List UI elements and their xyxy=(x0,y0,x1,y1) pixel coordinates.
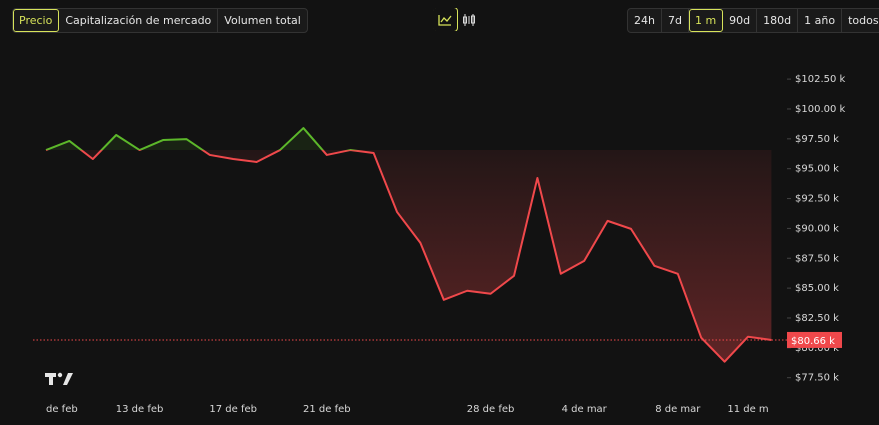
area-up xyxy=(46,128,323,151)
tv-logo xyxy=(45,372,73,385)
x-tick-label: 11 de m xyxy=(727,404,768,415)
last-price-label: $80.66 k xyxy=(791,336,835,347)
range[interactable]: 1 año xyxy=(798,9,843,32)
range[interactable]: 180d xyxy=(757,9,799,32)
chart-type-group xyxy=(433,8,481,31)
y-tick-label: $100.00 k xyxy=(795,104,846,115)
x-tick-label: 13 de feb xyxy=(116,404,164,415)
range[interactable]: 24h xyxy=(628,9,662,32)
area-down xyxy=(46,150,772,362)
x-tick-label: 4 de mar xyxy=(562,404,608,415)
line-icon[interactable] xyxy=(433,8,458,31)
range[interactable]: 1 m xyxy=(688,9,724,32)
range[interactable]: todos xyxy=(848,14,879,27)
y-tick-label: $95.00 k xyxy=(795,164,839,175)
x-tick-label: 28 de feb xyxy=(467,404,515,415)
y-tick-label: $97.50 k xyxy=(795,134,839,145)
y-tick-label: $85.00 k xyxy=(795,283,839,294)
y-tick-label: $90.00 k xyxy=(795,223,839,234)
x-tick-label: 17 de feb xyxy=(209,404,257,415)
y-tick-label: $92.50 k xyxy=(795,194,839,205)
y-tick-label: $87.50 k xyxy=(795,253,839,264)
x-tick-label: 8 de mar xyxy=(655,404,701,415)
tab-group: Precio Capitalización de mercado Volumen… xyxy=(12,8,308,33)
range-group: 24h 7d 1 m 90d 180d 1 año todos xyxy=(627,8,879,33)
range[interactable]: 90d xyxy=(723,9,758,32)
range[interactable]: 7d xyxy=(662,9,689,32)
x-tick-label: 21 de feb xyxy=(303,404,351,415)
price-line xyxy=(45,127,772,363)
x-tick-label: de feb xyxy=(46,404,78,415)
candle-icon[interactable] xyxy=(457,8,481,31)
tab[interactable]: Capitalización de mercado xyxy=(59,9,219,32)
tab[interactable]: Volumen total xyxy=(224,14,301,27)
y-tick-label: $80.00 k xyxy=(795,343,839,354)
last-price-box xyxy=(787,331,842,348)
y-tick-label: $77.50 k xyxy=(795,373,839,384)
tab[interactable]: Precio xyxy=(13,9,60,32)
y-tick-label: $102.50 k xyxy=(795,74,846,85)
y-tick-label: $82.50 k xyxy=(795,313,839,324)
